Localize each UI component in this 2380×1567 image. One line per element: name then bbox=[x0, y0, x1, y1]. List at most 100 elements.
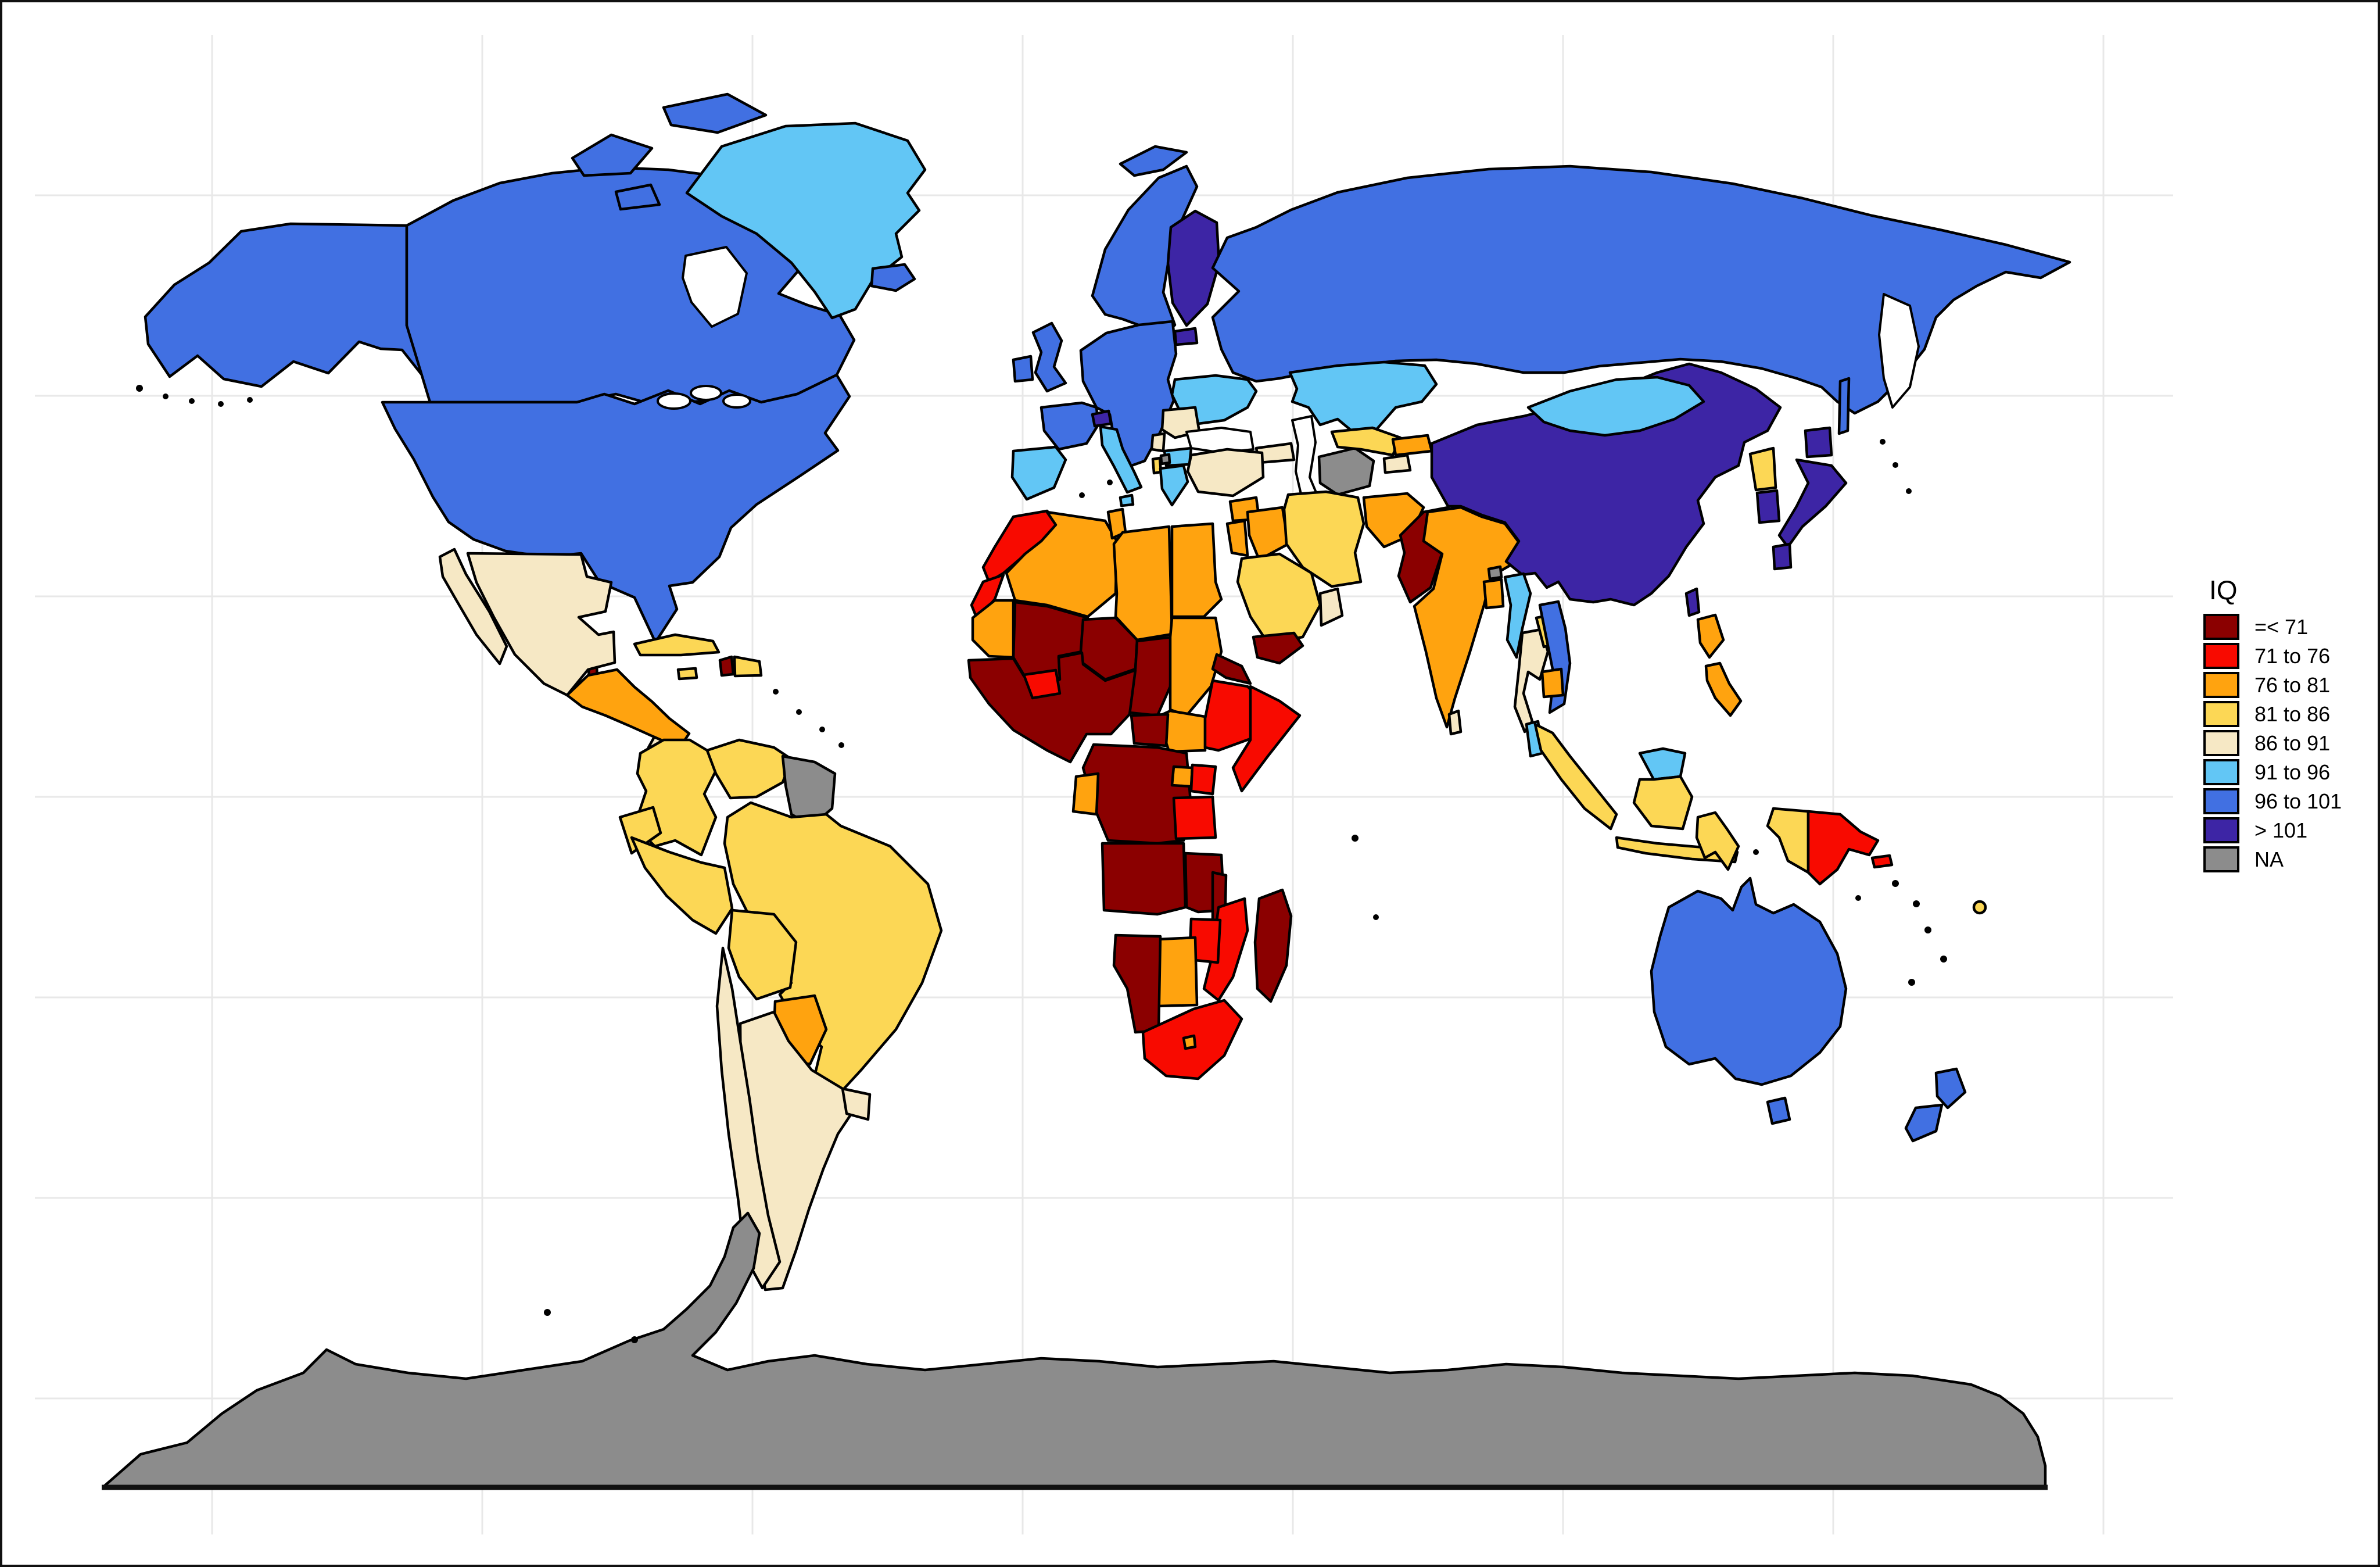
region-japan-honshu bbox=[1777, 458, 1848, 549]
region-libya bbox=[1112, 525, 1174, 642]
region-china bbox=[1430, 362, 1782, 607]
region-ecuador bbox=[618, 806, 662, 855]
great-lake bbox=[657, 392, 691, 410]
region-namibia bbox=[1112, 933, 1162, 1034]
region-bangladesh bbox=[1482, 578, 1505, 610]
region-japan-hokkaido bbox=[1804, 426, 1833, 459]
region-mexico-baja bbox=[438, 548, 508, 666]
region-west-papua bbox=[1766, 807, 1810, 874]
legend-swatch bbox=[2203, 730, 2239, 756]
region-sulawesi bbox=[1695, 811, 1740, 871]
region-italy bbox=[1099, 425, 1143, 494]
region-jamaica bbox=[676, 667, 698, 681]
region-borneo-indonesia bbox=[1632, 775, 1694, 831]
region-mongolia bbox=[1526, 375, 1705, 437]
region-mexico bbox=[466, 552, 616, 697]
region-papua-new-guinea bbox=[1806, 810, 1880, 886]
region-serbia bbox=[1150, 432, 1166, 453]
region-switzerland bbox=[1091, 409, 1113, 428]
legend-entry: 86 to 91 bbox=[2203, 730, 2342, 756]
region-myanmar bbox=[1503, 572, 1532, 659]
black-sea bbox=[1185, 427, 1254, 454]
legend-entry: 81 to 86 bbox=[2203, 701, 2342, 727]
region-sudan bbox=[1169, 616, 1223, 717]
region-bhutan bbox=[1487, 565, 1503, 581]
region-uk bbox=[1031, 321, 1067, 393]
region-estonia bbox=[1173, 327, 1199, 346]
region-france bbox=[1040, 401, 1100, 451]
region-sakhalin bbox=[1837, 377, 1851, 435]
region-arctic-island bbox=[614, 183, 661, 211]
legend-label: =< 71 bbox=[2254, 614, 2309, 639]
region-peru bbox=[630, 836, 734, 935]
region-uruguay bbox=[841, 1087, 872, 1121]
region-uzbekistan bbox=[1330, 426, 1402, 457]
legend-entry: 91 to 96 bbox=[2203, 759, 2342, 785]
map-regions bbox=[102, 92, 2071, 1490]
region-fiji bbox=[1972, 900, 1987, 915]
region-uganda bbox=[1170, 765, 1194, 788]
region-kyrgyzstan bbox=[1391, 434, 1433, 457]
legend-swatch bbox=[2203, 817, 2239, 843]
region-sri-lanka bbox=[1447, 709, 1463, 736]
region-iberia bbox=[1010, 445, 1067, 501]
region-central-america bbox=[565, 668, 691, 753]
region-gabon bbox=[1071, 772, 1100, 816]
region-ireland bbox=[1012, 355, 1034, 383]
region-greece bbox=[1159, 464, 1189, 507]
region-turkey bbox=[1186, 448, 1265, 498]
hudson-bay bbox=[682, 246, 748, 328]
region-yemen bbox=[1252, 631, 1304, 665]
great-lake bbox=[722, 393, 751, 409]
region-japan-kyushu bbox=[1772, 542, 1793, 571]
region-new-zealand-north bbox=[1934, 1067, 1967, 1110]
legend-swatch bbox=[2203, 701, 2239, 727]
region-australia bbox=[1650, 876, 1848, 1086]
region-burkina-faso bbox=[1022, 668, 1062, 700]
legend-label: 96 to 101 bbox=[2254, 789, 2342, 813]
legend-swatch bbox=[2203, 614, 2239, 640]
region-north-korea bbox=[1748, 446, 1777, 492]
region-taiwan bbox=[1684, 587, 1701, 617]
legend-label: > 101 bbox=[2254, 818, 2308, 842]
legend-entry: 76 to 81 bbox=[2203, 672, 2342, 698]
region-arctic-island bbox=[662, 92, 768, 134]
region-angola bbox=[1101, 842, 1187, 916]
kamchatka-peninsula bbox=[1878, 293, 1920, 409]
region-arctic-island bbox=[571, 133, 654, 177]
region-jordan-israel bbox=[1225, 519, 1249, 557]
region-oman bbox=[1318, 587, 1344, 627]
legend-label: 86 to 91 bbox=[2254, 731, 2331, 755]
legend-label: 91 to 96 bbox=[2254, 760, 2331, 784]
region-central-african-republic bbox=[1130, 713, 1170, 747]
region-alaska bbox=[144, 222, 445, 388]
legend: IQ =< 71 71 to 76 76 to 81 81 to 86 86 to 91… bbox=[2203, 574, 2342, 875]
legend-swatch bbox=[2203, 643, 2239, 669]
region-philippines-south bbox=[1704, 661, 1743, 717]
great-lake bbox=[690, 385, 722, 401]
legend-label: 71 to 76 bbox=[2254, 643, 2331, 668]
region-tajikistan bbox=[1382, 453, 1412, 474]
small-islands bbox=[136, 385, 1947, 1343]
region-philippines-luzon bbox=[1696, 613, 1725, 659]
region-iraq bbox=[1246, 506, 1290, 561]
region-antarctica bbox=[102, 1211, 2047, 1489]
region-chile bbox=[715, 946, 782, 1290]
region-kenya bbox=[1189, 763, 1217, 796]
region-borneo-malaysia bbox=[1638, 747, 1687, 781]
region-usa bbox=[381, 373, 851, 644]
region-new-zealand-south bbox=[1904, 1103, 1944, 1143]
region-macedonia bbox=[1159, 453, 1171, 466]
region-new-britain bbox=[1870, 854, 1894, 869]
legend-label: NA bbox=[2254, 847, 2284, 871]
region-bolivia bbox=[727, 908, 798, 1001]
region-tasmania bbox=[1766, 1096, 1791, 1125]
region-haiti bbox=[718, 655, 735, 677]
legend-label: 81 to 86 bbox=[2254, 702, 2331, 726]
legend-swatch bbox=[2203, 759, 2239, 785]
legend-swatch bbox=[2203, 788, 2239, 814]
region-dominican-republic bbox=[733, 655, 763, 678]
region-sumatra bbox=[1533, 722, 1618, 831]
